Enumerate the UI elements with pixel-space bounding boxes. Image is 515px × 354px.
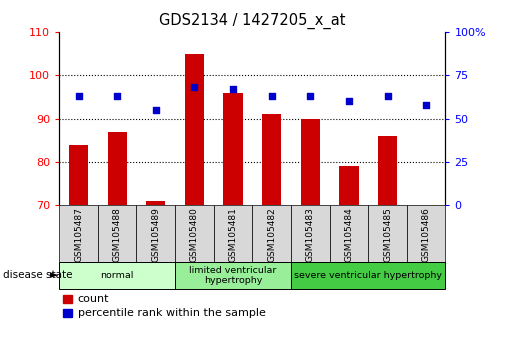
Point <box>190 85 198 90</box>
Text: GSM105489: GSM105489 <box>151 207 160 262</box>
Bar <box>69 144 88 205</box>
Bar <box>185 53 204 205</box>
Bar <box>59 205 98 262</box>
Text: GSM105488: GSM105488 <box>113 207 122 262</box>
Text: disease state: disease state <box>3 270 72 280</box>
Text: GSM105482: GSM105482 <box>267 207 276 262</box>
Bar <box>175 205 214 262</box>
Bar <box>108 132 127 205</box>
Point <box>268 93 276 99</box>
Bar <box>63 295 72 303</box>
Text: severe ventricular hypertrophy: severe ventricular hypertrophy <box>294 271 442 280</box>
Text: limited ventricular
hypertrophy: limited ventricular hypertrophy <box>190 266 277 285</box>
Bar <box>378 136 397 205</box>
Text: GSM105485: GSM105485 <box>383 207 392 262</box>
Text: GSM105486: GSM105486 <box>422 207 431 262</box>
Point <box>113 93 122 99</box>
Text: GSM105480: GSM105480 <box>190 207 199 262</box>
Bar <box>146 201 165 205</box>
Bar <box>291 205 330 262</box>
Point <box>229 86 237 92</box>
Bar <box>262 114 281 205</box>
Title: GDS2134 / 1427205_x_at: GDS2134 / 1427205_x_at <box>159 13 346 29</box>
Point <box>306 93 314 99</box>
Bar <box>252 205 291 262</box>
Bar <box>291 262 445 289</box>
Bar <box>407 205 445 262</box>
Text: count: count <box>78 294 109 304</box>
Point <box>74 93 82 99</box>
Point <box>345 98 353 104</box>
Text: GSM105483: GSM105483 <box>306 207 315 262</box>
Bar <box>175 262 291 289</box>
Bar <box>368 205 407 262</box>
Bar <box>330 205 368 262</box>
Text: ►: ► <box>50 270 59 280</box>
Bar <box>136 205 175 262</box>
Text: GSM105481: GSM105481 <box>229 207 237 262</box>
Text: GSM105487: GSM105487 <box>74 207 83 262</box>
Bar <box>63 309 72 317</box>
Bar <box>98 205 136 262</box>
Text: GSM105484: GSM105484 <box>345 207 353 262</box>
Bar <box>214 205 252 262</box>
Point <box>422 102 431 108</box>
Bar <box>224 92 243 205</box>
Bar <box>339 166 358 205</box>
Bar <box>59 262 175 289</box>
Bar <box>301 119 320 205</box>
Text: percentile rank within the sample: percentile rank within the sample <box>78 308 265 318</box>
Point <box>151 107 160 113</box>
Text: normal: normal <box>100 271 134 280</box>
Point <box>383 93 392 99</box>
